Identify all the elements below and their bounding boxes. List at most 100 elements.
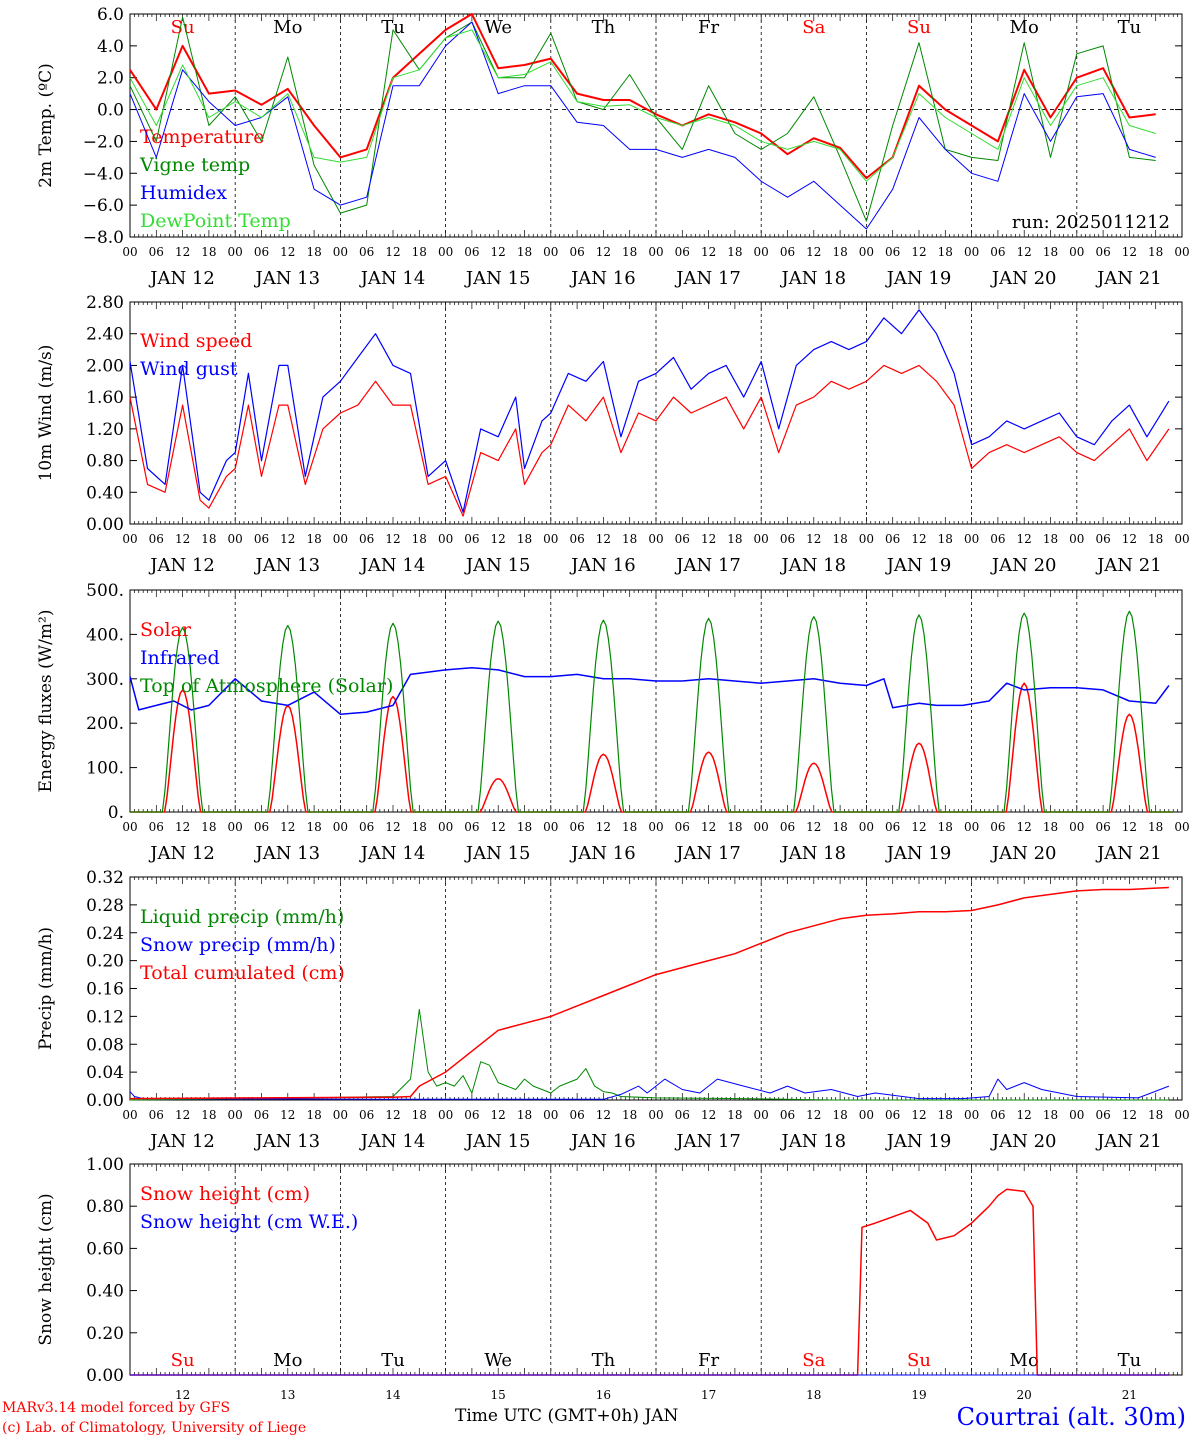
date-label: JAN 17	[674, 843, 741, 864]
legend-entry: Vigne temp	[139, 154, 250, 176]
y-tick-label: −6.0	[83, 196, 124, 216]
legend-entry: DewPoint Temp	[140, 210, 291, 232]
hour-label: 06	[990, 820, 1005, 834]
y-tick-label: 2.0	[97, 69, 124, 89]
hour-label: 06	[464, 245, 479, 259]
date-number: 15	[491, 1388, 506, 1402]
station-name: Courtrai (alt. 30m)	[956, 1403, 1186, 1431]
day-label: Fr	[698, 1350, 719, 1371]
hour-label: 00	[1174, 245, 1189, 259]
hour-label: 18	[306, 1108, 321, 1122]
date-label: JAN 14	[359, 1131, 426, 1152]
hour-label: 18	[1043, 1108, 1058, 1122]
y-tick-label: 6.0	[97, 5, 124, 25]
hour-label: 12	[701, 245, 716, 259]
date-number: 13	[280, 1388, 295, 1402]
hour-label: 00	[1069, 820, 1084, 834]
hour-label: 12	[280, 1108, 295, 1122]
date-label: JAN 13	[254, 555, 321, 576]
hour-label: 00	[333, 532, 348, 546]
legend-entry: Snow height (cm)	[140, 1183, 310, 1205]
day-label: Th	[592, 1350, 616, 1371]
hour-label: 12	[596, 245, 611, 259]
hour-label: 12	[491, 532, 506, 546]
date-label: JAN 20	[990, 268, 1057, 289]
panel-1: 6.0 4.0 2.0 0.0 −2.0 −4.0 −6.0 −8.0 2m Temp. (ºC…	[36, 5, 1190, 289]
hour-label: 18	[412, 245, 427, 259]
series-line	[129, 309, 1170, 513]
hour-label: 06	[359, 245, 374, 259]
hour-label: 06	[359, 820, 374, 834]
y-axis-label: Energy fluxes (W/m²)	[36, 610, 56, 793]
hour-label: 12	[1017, 245, 1032, 259]
date-label: JAN 14	[359, 843, 426, 864]
hour-label: 00	[543, 820, 558, 834]
date-label: JAN 17	[674, 268, 741, 289]
legend-entry: Top of Atmosphere (Solar)	[140, 675, 393, 697]
hour-label: 00	[543, 532, 558, 546]
hour-label: 12	[1017, 1108, 1032, 1122]
legend-entry: Wind gust	[140, 358, 238, 380]
legend-entry: Solar	[140, 619, 192, 641]
hour-label: 00	[648, 532, 663, 546]
hour-label: 06	[569, 532, 584, 546]
hour-label: 12	[701, 820, 716, 834]
hour-label: 12	[806, 532, 821, 546]
hour-label: 00	[1174, 820, 1189, 834]
hour-label: 18	[306, 532, 321, 546]
hour-label: 06	[1095, 1108, 1110, 1122]
hour-label: 00	[859, 820, 874, 834]
hour-label: 12	[806, 820, 821, 834]
hour-label: 00	[228, 245, 243, 259]
y-tick-label: 0.60	[86, 1239, 124, 1259]
hour-label: 06	[149, 245, 164, 259]
date-number: 21	[1122, 1388, 1137, 1402]
date-label: JAN 18	[780, 1131, 847, 1152]
y-tick-label: 200.	[86, 714, 124, 734]
hour-label: 12	[385, 1108, 400, 1122]
y-tick-label: 2.80	[86, 293, 124, 313]
series-line	[130, 682, 1174, 813]
y-tick-label: 0.40	[86, 1282, 124, 1302]
date-label: JAN 12	[148, 555, 215, 576]
model-credit: MARv3.14 model forced by GFS	[2, 1400, 231, 1416]
hour-label: 00	[333, 820, 348, 834]
y-axis-label: 2m Temp. (ºC)	[36, 63, 56, 188]
hour-label: 06	[149, 1108, 164, 1122]
day-label: Tu	[1118, 1350, 1142, 1371]
hour-label: 06	[464, 820, 479, 834]
legend-entry: Liquid precip (mm/h)	[140, 906, 344, 928]
date-label: JAN 15	[464, 268, 531, 289]
hour-label: 00	[964, 532, 979, 546]
hour-label: 12	[1122, 245, 1137, 259]
hour-label: 12	[911, 245, 926, 259]
y-tick-label: 1.20	[86, 420, 124, 440]
hour-label: 06	[569, 245, 584, 259]
panel-5: 1.00 0.80 0.60 0.40 0.20 0.00 Snow height (cm)…	[36, 1155, 1183, 1402]
date-label: JAN 21	[1095, 1131, 1162, 1152]
y-tick-label: 0.24	[86, 924, 124, 944]
hour-label: 00	[122, 820, 137, 834]
date-label: JAN 15	[464, 555, 531, 576]
hour-label: 06	[780, 532, 795, 546]
hour-label: 06	[885, 1108, 900, 1122]
y-tick-label: 0.08	[86, 1035, 124, 1055]
hour-label: 00	[122, 245, 137, 259]
hour-label: 00	[543, 1108, 558, 1122]
hour-label: 06	[1095, 820, 1110, 834]
day-label: Tu	[381, 17, 405, 38]
hour-label: 18	[622, 1108, 637, 1122]
hour-label: 06	[780, 820, 795, 834]
y-tick-label: 0.16	[86, 980, 124, 1000]
hour-label: 18	[727, 1108, 742, 1122]
date-label: JAN 18	[780, 555, 847, 576]
y-tick-label: −2.0	[83, 132, 124, 152]
hour-label: 06	[149, 532, 164, 546]
hour-label: 18	[1148, 1108, 1163, 1122]
hour-label: 06	[885, 245, 900, 259]
y-tick-label: 0.20	[86, 952, 124, 972]
series-line	[129, 886, 1169, 1100]
date-label: JAN 15	[464, 1131, 531, 1152]
y-tick-label: 0.04	[86, 1063, 124, 1083]
